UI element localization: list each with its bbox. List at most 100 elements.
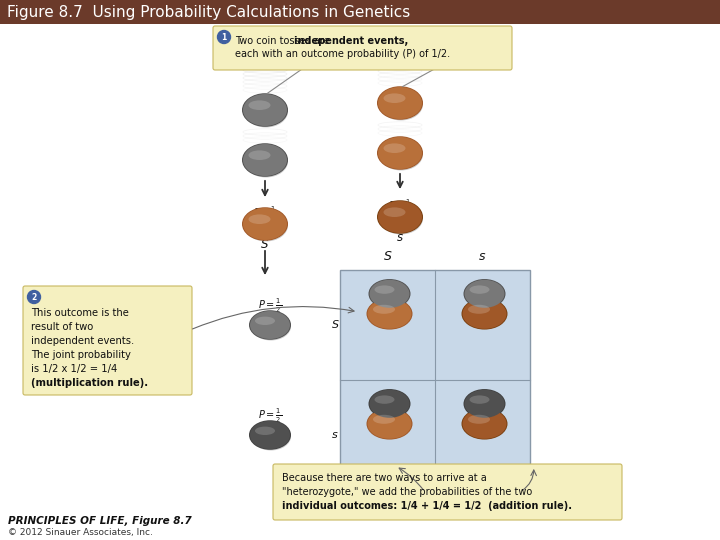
Text: s: s xyxy=(459,419,464,429)
Ellipse shape xyxy=(369,280,410,308)
Ellipse shape xyxy=(369,390,410,418)
Text: Because there are two ways to arrive at a: Because there are two ways to arrive at … xyxy=(282,473,487,483)
Ellipse shape xyxy=(244,210,288,241)
Ellipse shape xyxy=(378,137,422,169)
Ellipse shape xyxy=(468,305,490,314)
Ellipse shape xyxy=(248,214,271,224)
Text: $P = \frac{1}{2}$: $P = \frac{1}{2}$ xyxy=(388,198,412,216)
Ellipse shape xyxy=(367,409,412,439)
Ellipse shape xyxy=(255,427,275,435)
Text: 1: 1 xyxy=(221,32,227,42)
Ellipse shape xyxy=(249,420,291,450)
Ellipse shape xyxy=(464,279,505,308)
Text: $\frac{1}{2} \times \frac{1}{2} = \frac{1}{4}$: $\frac{1}{2} \times \frac{1}{2} = \frac{… xyxy=(370,447,409,463)
Text: S: S xyxy=(459,289,464,299)
Ellipse shape xyxy=(464,390,505,418)
Ellipse shape xyxy=(462,409,506,439)
Ellipse shape xyxy=(366,408,413,440)
Text: is 1/2 x 1/2 = 1/4: is 1/2 x 1/2 = 1/4 xyxy=(31,364,117,374)
Ellipse shape xyxy=(464,280,505,308)
Text: S: S xyxy=(364,289,370,299)
Text: independent events,: independent events, xyxy=(294,36,408,46)
Ellipse shape xyxy=(384,93,405,103)
Ellipse shape xyxy=(369,389,410,419)
Text: s: s xyxy=(459,399,464,409)
Ellipse shape xyxy=(243,208,287,240)
Ellipse shape xyxy=(378,87,422,119)
Ellipse shape xyxy=(250,421,290,449)
Ellipse shape xyxy=(469,395,490,404)
Text: (multiplication rule).: (multiplication rule). xyxy=(31,378,148,388)
Ellipse shape xyxy=(251,422,291,450)
Ellipse shape xyxy=(243,144,287,176)
Bar xyxy=(340,270,530,490)
Ellipse shape xyxy=(242,207,288,241)
FancyBboxPatch shape xyxy=(213,26,512,70)
Ellipse shape xyxy=(248,151,271,160)
Text: $\frac{1}{2} \times \frac{1}{2} = \frac{1}{4}$: $\frac{1}{2} \times \frac{1}{2} = \frac{… xyxy=(370,337,409,353)
Text: This outcome is the: This outcome is the xyxy=(31,308,129,318)
Ellipse shape xyxy=(468,415,490,424)
Text: "heterozygote," we add the probabilities of the two: "heterozygote," we add the probabilities… xyxy=(282,487,532,497)
Bar xyxy=(0,0,720,24)
Ellipse shape xyxy=(255,316,275,325)
Text: individual outcomes: 1/4 + 1/4 = 1/2  (addition rule).: individual outcomes: 1/4 + 1/4 = 1/2 (ad… xyxy=(282,501,572,511)
Ellipse shape xyxy=(462,299,506,329)
Text: $\frac{1}{2} \times \frac{1}{2} = \frac{1}{4}$: $\frac{1}{2} \times \frac{1}{2} = \frac{… xyxy=(465,447,504,463)
Text: $P = \frac{1}{2}$: $P = \frac{1}{2}$ xyxy=(258,297,282,315)
Ellipse shape xyxy=(244,96,288,127)
Text: S: S xyxy=(364,309,370,319)
Ellipse shape xyxy=(462,298,508,329)
Text: S: S xyxy=(331,320,338,330)
Text: Figure 8.7  Using Probability Calculations in Genetics: Figure 8.7 Using Probability Calculation… xyxy=(7,4,410,19)
Text: independent events.: independent events. xyxy=(31,336,134,346)
Ellipse shape xyxy=(377,86,423,120)
Ellipse shape xyxy=(366,298,413,329)
Ellipse shape xyxy=(379,138,423,171)
Ellipse shape xyxy=(243,94,287,126)
Text: s: s xyxy=(332,430,338,440)
Ellipse shape xyxy=(379,89,423,120)
Ellipse shape xyxy=(373,415,395,424)
Text: S: S xyxy=(261,238,269,251)
Ellipse shape xyxy=(378,201,422,233)
Ellipse shape xyxy=(373,305,395,314)
Ellipse shape xyxy=(242,143,288,177)
Text: 2: 2 xyxy=(32,293,37,301)
Text: © 2012 Sinauer Associates, Inc.: © 2012 Sinauer Associates, Inc. xyxy=(8,528,153,537)
Circle shape xyxy=(217,30,230,44)
Text: The joint probability: The joint probability xyxy=(31,350,131,360)
Text: s: s xyxy=(364,399,369,409)
Text: PRINCIPLES OF LIFE, Figure 8.7: PRINCIPLES OF LIFE, Figure 8.7 xyxy=(8,516,192,526)
Text: each with an outcome probability (P) of 1/2.: each with an outcome probability (P) of … xyxy=(235,49,450,59)
Ellipse shape xyxy=(367,299,412,329)
Ellipse shape xyxy=(244,145,288,178)
Ellipse shape xyxy=(369,279,410,308)
Ellipse shape xyxy=(384,144,405,153)
Ellipse shape xyxy=(379,202,423,234)
Text: S: S xyxy=(364,419,370,429)
Text: result of two: result of two xyxy=(31,322,94,332)
Text: $P = \frac{1}{2}$: $P = \frac{1}{2}$ xyxy=(258,407,282,425)
Ellipse shape xyxy=(462,408,508,440)
FancyBboxPatch shape xyxy=(273,464,622,520)
Text: $\frac{1}{2} \times \frac{1}{2} = \frac{1}{4}$: $\frac{1}{2} \times \frac{1}{2} = \frac{… xyxy=(465,337,504,353)
Text: S: S xyxy=(384,250,392,263)
Text: s: s xyxy=(397,231,403,244)
Text: s: s xyxy=(459,309,464,319)
Text: Two coin tosses are: Two coin tosses are xyxy=(235,36,333,46)
Ellipse shape xyxy=(377,200,423,234)
Ellipse shape xyxy=(464,389,505,419)
Ellipse shape xyxy=(374,286,395,294)
Text: $P = \frac{1}{2}$: $P = \frac{1}{2}$ xyxy=(253,205,277,223)
Ellipse shape xyxy=(384,207,405,217)
Ellipse shape xyxy=(377,136,423,170)
Ellipse shape xyxy=(242,93,288,127)
Ellipse shape xyxy=(469,286,490,294)
Text: s: s xyxy=(480,250,486,263)
Ellipse shape xyxy=(250,311,290,339)
Ellipse shape xyxy=(248,100,271,110)
Ellipse shape xyxy=(374,395,395,404)
Circle shape xyxy=(27,291,40,303)
FancyBboxPatch shape xyxy=(23,286,192,395)
